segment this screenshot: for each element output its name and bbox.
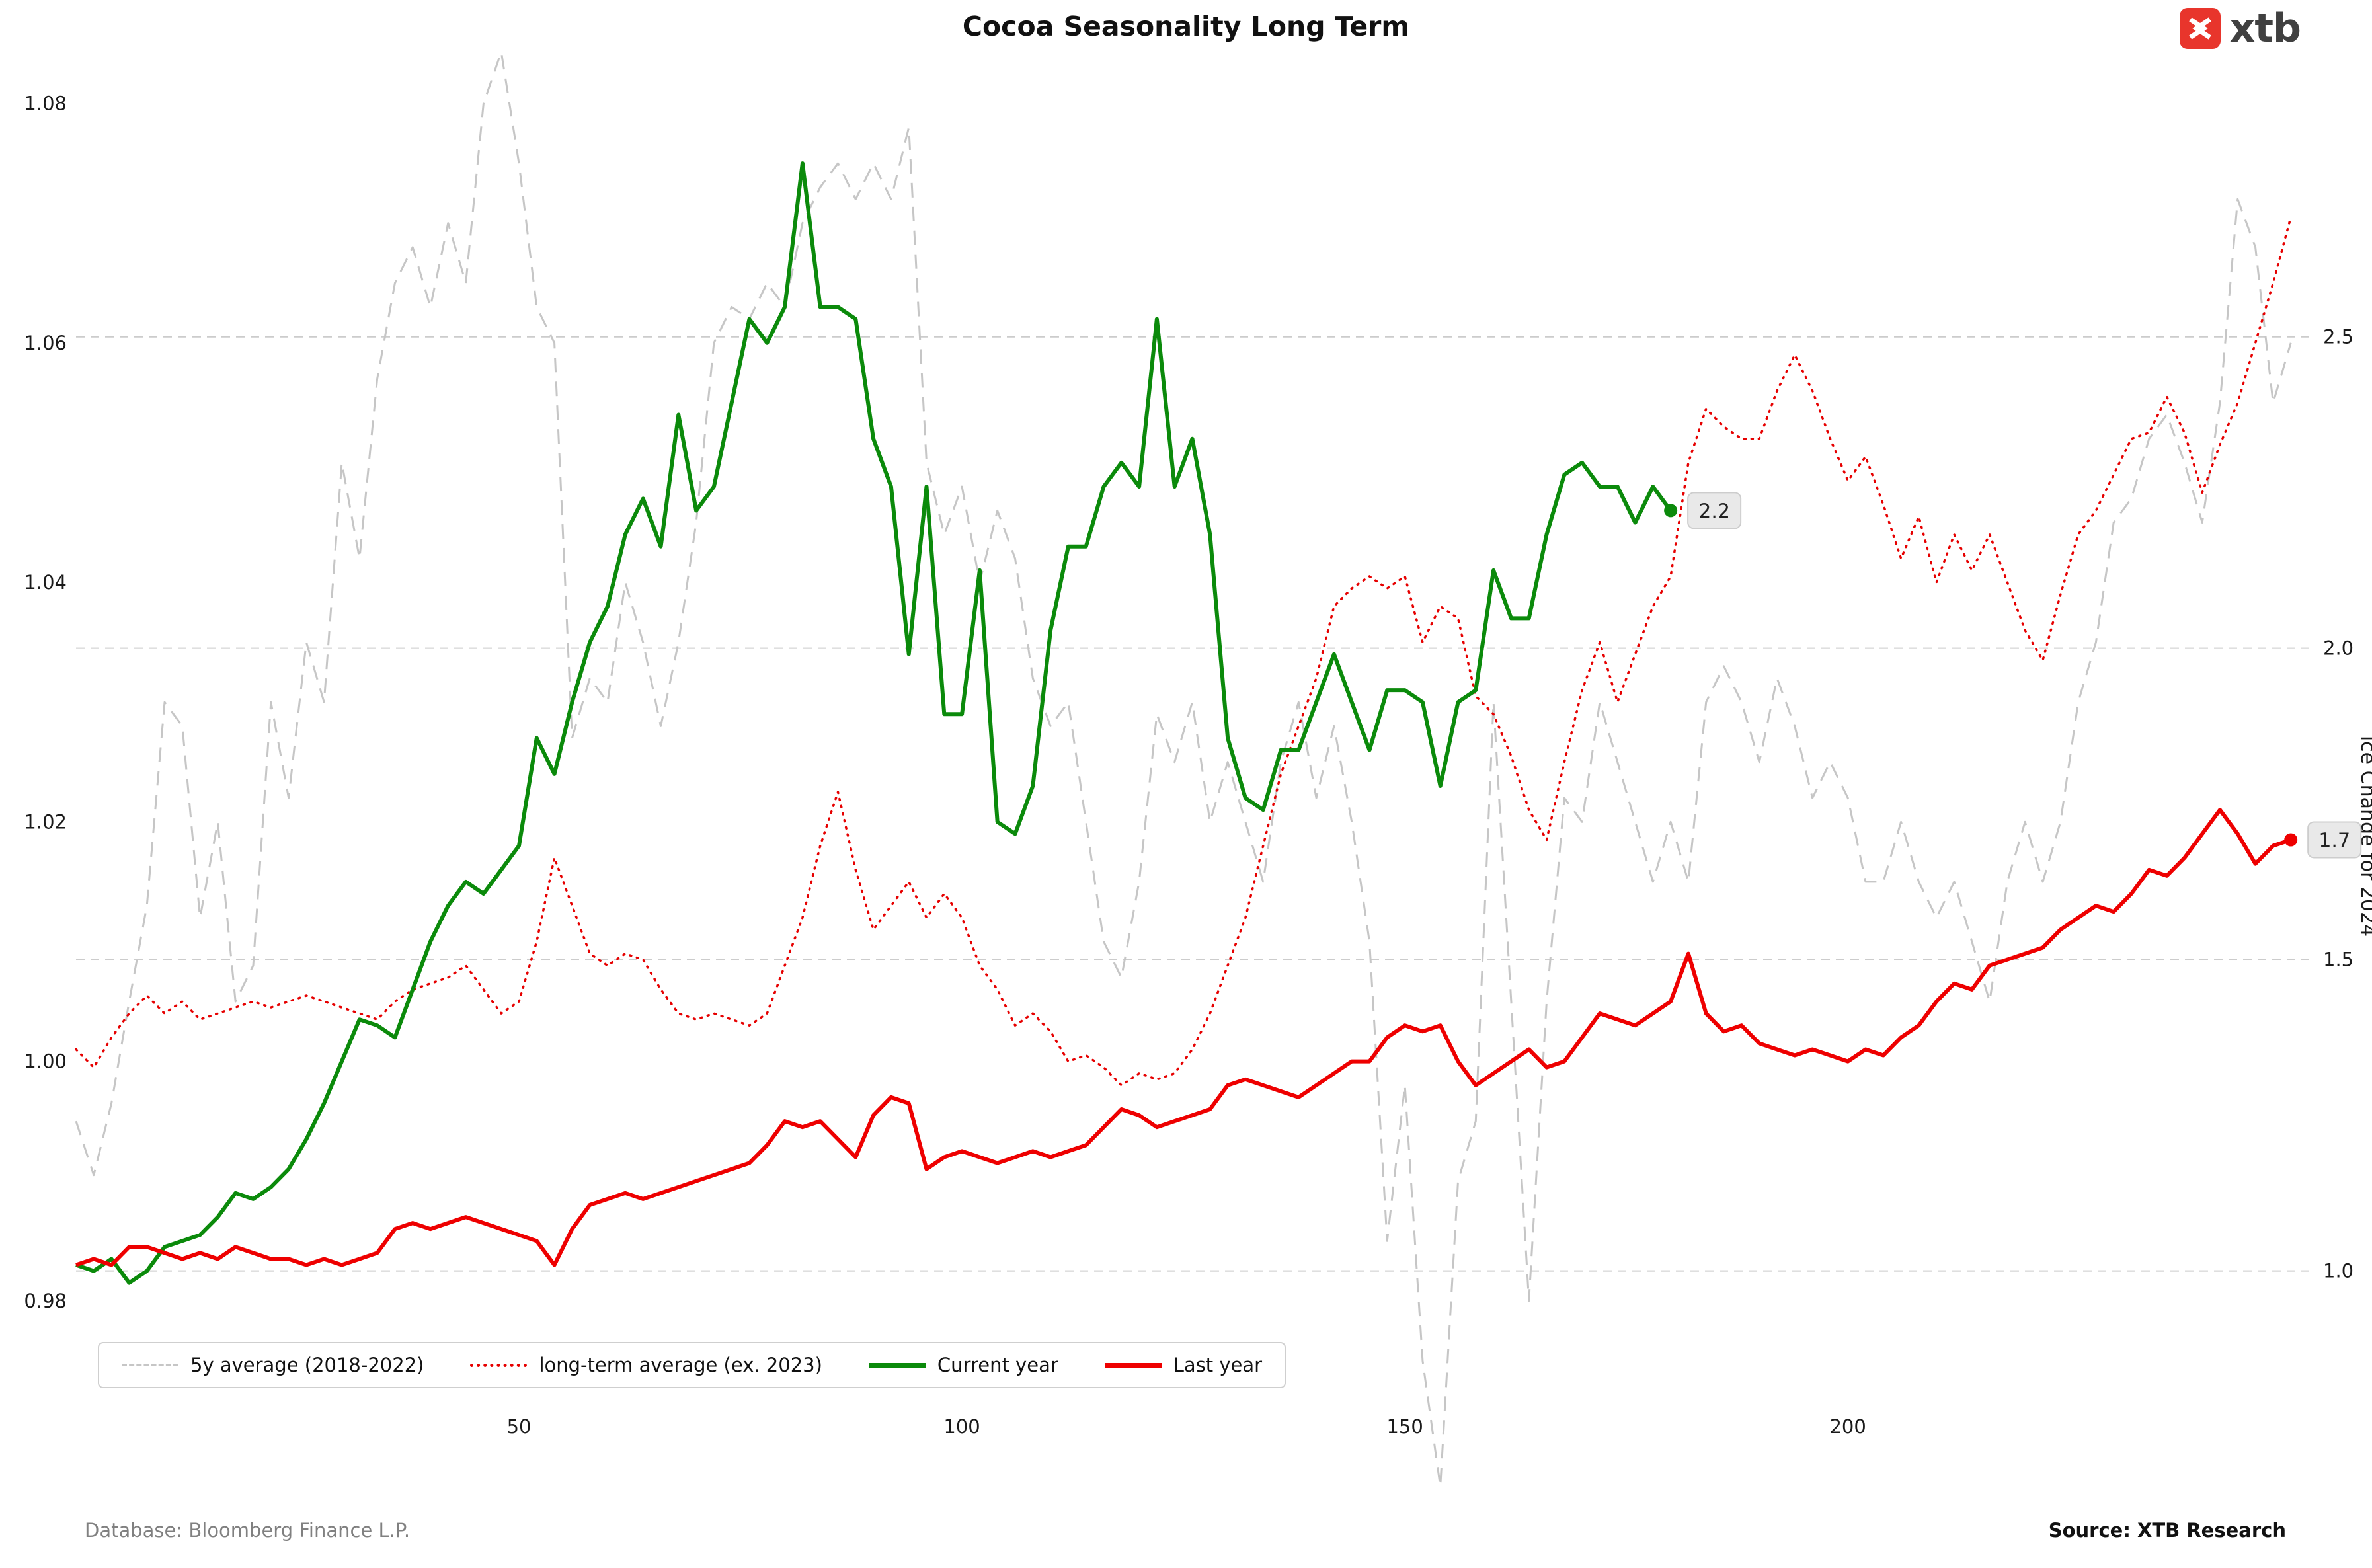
legend-sample-last-year	[1104, 1362, 1162, 1368]
left-axis-tick-label: 1.06	[24, 332, 67, 354]
series-last-year	[75, 808, 2292, 1267]
left-axis-tick-label: 1.04	[24, 571, 67, 594]
series-5y-average	[75, 51, 2292, 1488]
legend-label-long-term-average: long-term average (ex. 2023)	[539, 1354, 822, 1376]
xtb-logo-text: xtb	[2229, 5, 2301, 52]
x-axis-tick-label: 50	[507, 1415, 532, 1438]
legend-label-last-year: Last year	[1173, 1354, 1263, 1376]
legend: 5y average (2018-2022) long-term average…	[98, 1342, 1286, 1388]
x-axis-tick-label: 150	[1386, 1415, 1423, 1438]
right-axis-tick-label: 1.5	[2323, 949, 2353, 971]
legend-label-current-year: Current year	[937, 1354, 1058, 1376]
x-axis-tick-label: 200	[1829, 1415, 1866, 1438]
legend-sample-long-term-average	[470, 1363, 528, 1367]
x-axis-tick-label: 100	[943, 1415, 980, 1438]
annotation-label: 2.2	[1698, 500, 1730, 523]
right-axis-tick-label: 2.5	[2323, 326, 2353, 348]
series-current-year	[75, 161, 1673, 1285]
left-axis-tick-label: 1.00	[24, 1050, 67, 1073]
left-axis-tick-label: 1.02	[24, 810, 67, 833]
footer-research-source: Source: XTB Research	[2048, 1519, 2286, 1542]
legend-item-5y-average: 5y average (2018-2022)	[122, 1354, 424, 1376]
series-long-term-average	[75, 216, 2292, 1087]
legend-item-last-year: Last year	[1104, 1354, 1263, 1376]
legend-label-5y-average: 5y average (2018-2022)	[190, 1354, 424, 1376]
annotation-label: 1.7	[2318, 829, 2350, 852]
footer-database-source: Database: Bloomberg Finance L.P.	[85, 1519, 411, 1542]
xtb-logo: xtb	[2179, 5, 2301, 52]
series-end-dot	[1664, 504, 1678, 518]
right-axis-tick-label: 1.0	[2323, 1260, 2353, 1282]
xtb-logo-icon	[2179, 8, 2221, 49]
left-axis-tick-label: 1.08	[24, 93, 67, 115]
series-end-dot	[2284, 833, 2298, 847]
legend-item-long-term-average: long-term average (ex. 2023)	[470, 1354, 822, 1376]
legend-sample-5y-average	[122, 1364, 178, 1366]
legend-item-current-year: Current year	[868, 1354, 1058, 1376]
legend-sample-current-year	[868, 1362, 926, 1368]
left-axis-tick-label: 0.98	[24, 1290, 67, 1312]
annotation-box	[2307, 821, 2362, 859]
annotation-box	[1687, 492, 1742, 529]
chart-title: Cocoa Seasonality Long Term	[962, 11, 1410, 42]
right-axis-tick-label: 2.0	[2323, 637, 2353, 660]
